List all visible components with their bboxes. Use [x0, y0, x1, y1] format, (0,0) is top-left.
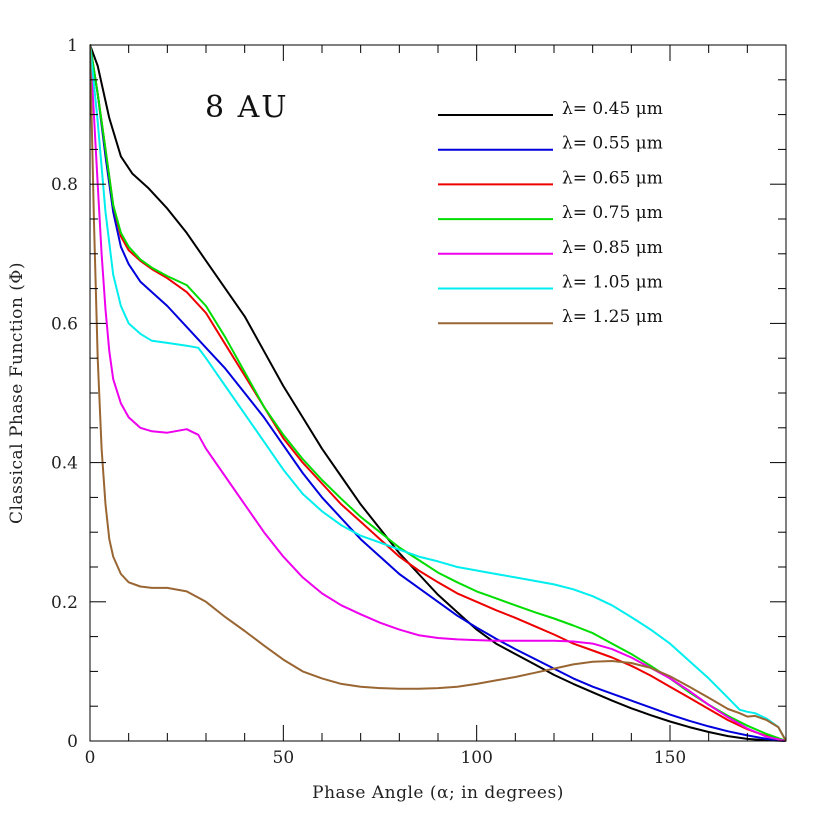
- ticks-layer: [89, 44, 787, 742]
- legend-label-1: λ= 0.45 μm: [562, 99, 663, 119]
- y-tick-label: 0.2: [51, 593, 78, 613]
- legend-label-3: λ= 0.65 μm: [562, 168, 663, 188]
- x-tick-label: 0: [85, 748, 96, 768]
- distance-annotation: 8 AU: [205, 90, 289, 125]
- x-tick-label: 100: [460, 748, 492, 768]
- y-tick-label: 0: [67, 732, 78, 752]
- x-tick-label: 50: [273, 748, 295, 768]
- legend-label-4: λ= 0.75 μm: [562, 203, 663, 223]
- y-axis-label: Classical Phase Function (Φ): [7, 262, 27, 524]
- series-line-5: [90, 44, 786, 742]
- series-line-6: [90, 44, 786, 742]
- legend: λ= 0.45 μm λ= 0.55 μm λ= 0.65 μm λ= 0.75 μm…: [438, 99, 663, 327]
- x-tick-label: 150: [654, 748, 686, 768]
- series-line-2: [90, 44, 786, 742]
- y-tick-label: 0.8: [51, 175, 78, 195]
- legend-label-2: λ= 0.55 μm: [562, 134, 663, 154]
- tick-labels-layer: 0 50 100 150 0 0.2 0.4 0.6 0.8 1: [51, 36, 686, 768]
- y-tick-label: 1: [67, 36, 78, 56]
- series-line-1: [90, 44, 786, 742]
- y-tick-label: 0.4: [51, 454, 78, 474]
- legend-label-7: λ= 1.25 μm: [562, 307, 663, 327]
- legend-label-5: λ= 0.85 μm: [562, 238, 663, 258]
- series-layer: [90, 44, 786, 742]
- series-line-7: [90, 44, 786, 742]
- y-tick-label: 0.6: [51, 314, 78, 334]
- x-axis-label: Phase Angle (α; in degrees): [312, 783, 564, 803]
- legend-label-6: λ= 1.05 μm: [562, 273, 663, 293]
- series-line-3: [90, 44, 786, 742]
